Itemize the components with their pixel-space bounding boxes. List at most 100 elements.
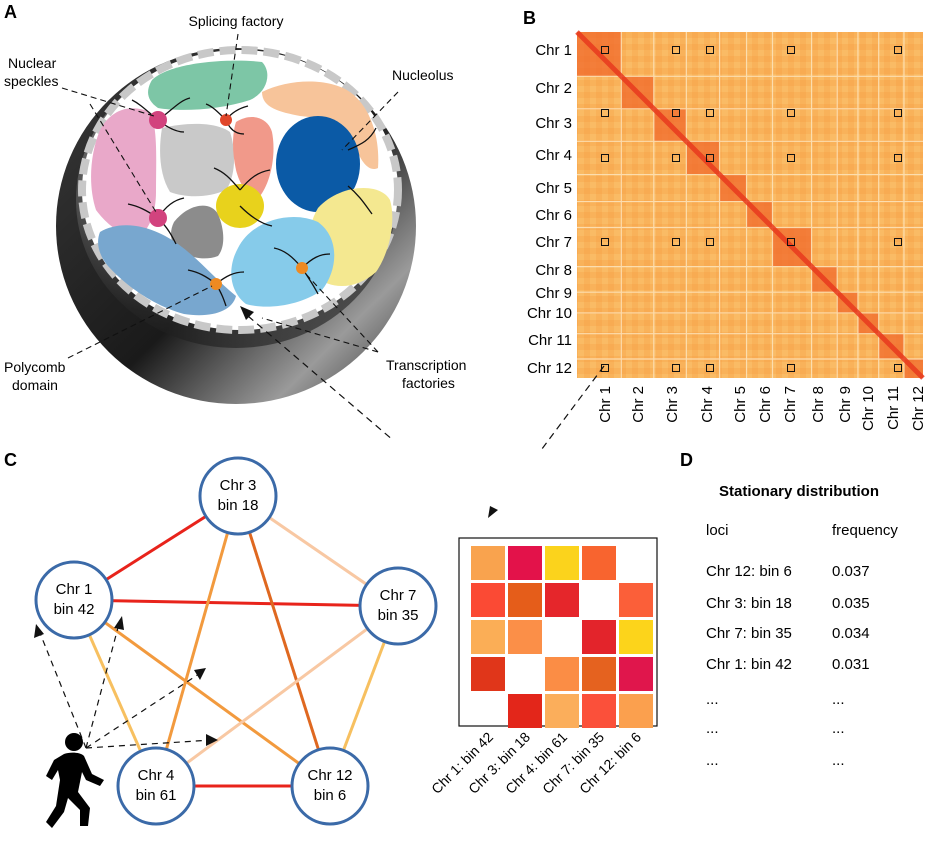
peach-territory (262, 81, 379, 170)
col-label: Chr 11 (885, 386, 902, 430)
stationary-row-frequency: ... (832, 691, 845, 708)
label-transcription-2: factories (402, 375, 455, 391)
svg-text:Chr 4: Chr 4 (138, 767, 175, 784)
arrowhead-b (488, 506, 498, 518)
svg-text:bin 18: bin 18 (218, 497, 259, 514)
col-label: Chr 5 (732, 386, 749, 423)
stationary-row-loci: ... (706, 691, 719, 708)
mini-matrix-cell (508, 620, 542, 654)
label-transcription-1: Transcription (386, 357, 466, 373)
highlight-box (601, 238, 609, 246)
col-label: Chr 4 (699, 386, 716, 423)
panel-letter-d: D (680, 450, 693, 470)
mini-matrix-cell (582, 620, 616, 654)
highlight-box (894, 238, 902, 246)
label-splicing-factory: Splicing factory (189, 13, 284, 29)
green-territory (148, 60, 268, 110)
mini-matrix-cell (619, 694, 653, 728)
row-label: Chr 4 (535, 147, 572, 164)
stationary-row-loci: ... (706, 752, 719, 769)
highlight-box (894, 364, 902, 372)
network-graph: Chr 3 bin 18 Chr 1 bin 42 Chr 7 bin 35 C… (34, 456, 438, 828)
splicing-dot (220, 114, 232, 126)
highlight-box (601, 364, 609, 372)
label-polycomb-2: domain (12, 377, 58, 393)
highlight-box (706, 154, 714, 162)
col-header-frequency: frequency (832, 522, 898, 539)
pink-territory (91, 108, 157, 237)
grey-territory (160, 123, 235, 197)
col-header-loci: loci (706, 522, 729, 539)
row-label: Chr 6 (535, 207, 572, 224)
mini-matrix-cell (545, 546, 579, 580)
svg-text:bin 61: bin 61 (136, 787, 177, 804)
edge-chr1-chr7 (73, 598, 399, 608)
highlight-box (672, 238, 680, 246)
node-chr1: Chr 1 bin 42 (34, 560, 114, 640)
node-chr12: Chr 12 bin 6 (290, 746, 370, 826)
nucleus-illustration: Splicing factory Nuclear speckles Nucleo… (4, 13, 466, 440)
label-speckles-2: speckles (4, 73, 58, 89)
col-label: Chr 7 (782, 386, 799, 423)
mini-matrix-cell (508, 694, 542, 728)
highlight-box (672, 109, 680, 117)
stationary-row-frequency: 0.037 (832, 563, 870, 580)
nucleolus-body (276, 116, 360, 212)
row-label: Chr 9 (535, 285, 572, 302)
highlight-box (787, 109, 795, 117)
row-label: Chr 5 (535, 180, 572, 197)
node-chr3: Chr 3 bin 18 (198, 456, 278, 536)
col-label: Chr 1 (597, 386, 614, 423)
highlight-box (706, 46, 714, 54)
highlight-box (601, 46, 609, 54)
highlight-box (706, 364, 714, 372)
darkgrey-territory (171, 205, 224, 259)
mini-matrix-cell (471, 546, 505, 580)
row-label: Chr 1 (535, 42, 572, 59)
panel-letter-b: B (523, 8, 536, 28)
row-label: Chr 11 (528, 332, 572, 349)
svg-text:Chr 12: Chr 12 (307, 767, 352, 784)
stationary-row-loci: Chr 1: bin 42 (706, 656, 792, 673)
col-label: Chr 12 (910, 386, 927, 431)
svg-text:bin 6: bin 6 (314, 787, 347, 804)
highlight-box (894, 109, 902, 117)
row-label: Chr 10 (527, 305, 572, 322)
row-label: Chr 8 (535, 262, 572, 279)
highlight-box (706, 238, 714, 246)
steelblue-territory (98, 225, 236, 316)
highlight-box (672, 46, 680, 54)
mini-matrix-cell (508, 546, 542, 580)
label-nucleolus: Nucleolus (392, 67, 453, 83)
svg-text:bin 35: bin 35 (378, 607, 419, 624)
col-label: Chr 8 (810, 386, 827, 423)
highlight-box (787, 364, 795, 372)
mini-matrix-cell (471, 657, 505, 691)
node-chr7: Chr 7 bin 35 (358, 566, 438, 646)
panel-letter-a: A (4, 2, 17, 22)
label-speckles-1: Nuclear (8, 55, 57, 71)
highlight-box (894, 46, 902, 54)
highlight-box (787, 238, 795, 246)
mini-matrix-cell (619, 583, 653, 617)
heatmap-diagonal (575, 30, 925, 380)
row-label: Chr 3 (535, 115, 572, 132)
stationary-row-loci: Chr 12: bin 6 (706, 563, 792, 580)
stationary-row-frequency: ... (832, 720, 845, 737)
svg-text:bin 42: bin 42 (54, 601, 95, 618)
highlight-box (787, 46, 795, 54)
mini-matrix-cell (582, 694, 616, 728)
col-label: Chr 10 (860, 386, 877, 431)
mini-matrix-cell (545, 694, 579, 728)
highlight-box (672, 364, 680, 372)
col-label: Chr 2 (630, 386, 647, 423)
mini-matrix-cell (582, 546, 616, 580)
walker-icon (46, 733, 104, 828)
mini-matrix-cell (471, 620, 505, 654)
edge-chr7-chr4 (155, 604, 399, 788)
mini-matrix-cell (619, 620, 653, 654)
highlight-box (601, 154, 609, 162)
transcription-dot-1 (296, 262, 308, 274)
highlight-box (601, 109, 609, 117)
